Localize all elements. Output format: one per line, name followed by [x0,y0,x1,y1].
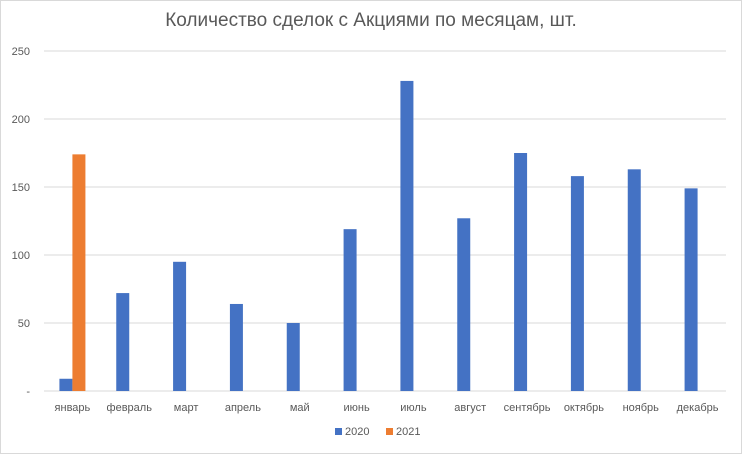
bar-2020-2 [116,293,130,391]
x-tick-label: май [290,402,310,414]
x-tick-label: апрель [225,402,261,414]
y-tick-label: 150 [12,182,30,194]
bar-2020-5 [286,323,300,391]
x-tick-label: январь [55,402,91,414]
gridlines [44,50,726,392]
bar-2020-6 [343,229,357,391]
bar-2020-10 [570,176,584,391]
legend: 2020 2021 [335,426,420,438]
legend-label-2020: 2020 [345,426,369,438]
chart-title: Количество сделок с Акциями по месяцам, … [165,10,577,31]
legend-label-2021: 2021 [396,426,420,438]
bars [59,80,698,392]
x-tick-label: сентябрь [504,402,551,414]
x-tick-label: февраль [107,402,153,414]
bar-2021-1 [72,154,86,391]
bar-2020-9 [514,153,528,391]
x-tick-label: июнь [343,402,369,414]
bar-2020-3 [173,261,187,391]
bar-2020-11 [627,169,641,391]
x-tick-label: октябрь [564,402,604,414]
bar-2020-8 [457,218,471,391]
x-tick-label: август [454,402,486,414]
y-tick-label: 200 [12,114,30,126]
x-tick-label: март [174,402,199,414]
y-axis: - 50 100 150 200 250 [12,46,31,398]
bar-2020-7 [400,80,414,392]
legend-swatch-2020 [335,428,342,435]
x-axis: январь февраль март апрель май июнь июль август… [55,402,719,414]
bar-2020-12 [684,188,698,391]
y-tick-label: 50 [18,318,30,330]
x-tick-label: июль [400,402,427,414]
y-tick-label: 250 [12,46,30,58]
legend-swatch-2021 [386,428,393,435]
y-tick-label: 100 [12,250,30,262]
bar-2020-4 [229,303,243,391]
x-tick-label: ноябрь [623,402,660,414]
bar-2020-1 [59,378,73,391]
y-tick-label: - [26,386,30,398]
x-tick-label: декабрь [677,402,719,414]
